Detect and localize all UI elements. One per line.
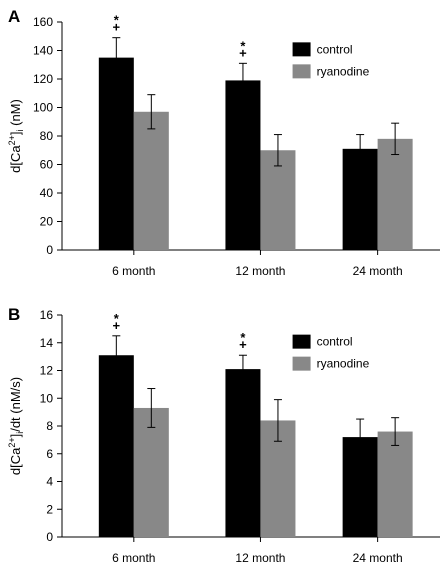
bar-control	[98, 57, 134, 250]
y-axis-title-part: (nM)	[8, 99, 23, 129]
y-axis-title-part: d[Ca	[8, 447, 23, 475]
significance-plus: +	[239, 45, 247, 60]
x-tick-label: 12 month	[235, 551, 285, 562]
y-tick-label: 14	[40, 336, 54, 350]
y-tick-label: 6	[46, 447, 53, 461]
bar-ryanodine	[133, 407, 169, 537]
significance-plus: +	[113, 20, 121, 35]
x-tick-label: 12 month	[235, 264, 285, 278]
bar-ryanodine	[260, 150, 296, 250]
bar-control	[98, 355, 134, 537]
significance-plus: +	[239, 337, 247, 352]
legend-swatch-control	[292, 42, 311, 57]
legend-label-ryanodine: ryanodine	[317, 64, 370, 78]
y-tick-label: 60	[40, 158, 54, 172]
y-tick-label: 140	[33, 44, 53, 58]
bar-control	[225, 369, 261, 537]
bar-ryanodine	[377, 431, 413, 537]
y-axis-title-part: ]	[8, 434, 23, 438]
y-axis-title: d[Ca2+]i (nM)	[7, 99, 25, 173]
y-axis-title-part: i	[15, 432, 25, 434]
bar-ryanodine	[377, 138, 413, 250]
legend-label-ryanodine: ryanodine	[317, 357, 370, 371]
y-axis-title-part: 2+	[7, 135, 17, 145]
y-tick-label: 2	[46, 502, 53, 516]
x-tick-label: 6 month	[112, 264, 155, 278]
bar-control	[225, 80, 261, 250]
x-tick-label: 24 month	[353, 264, 403, 278]
y-tick-label: 160	[33, 15, 53, 29]
significance-star: *	[240, 330, 246, 345]
y-tick-label: 100	[33, 101, 53, 115]
y-tick-label: 0	[46, 243, 53, 257]
y-tick-label: 40	[40, 186, 54, 200]
legend-swatch-ryanodine	[292, 64, 311, 79]
y-tick-label: 120	[33, 72, 53, 86]
bar-control	[342, 148, 378, 250]
legend-swatch-ryanodine	[292, 356, 311, 371]
x-tick-label: 6 month	[112, 551, 155, 562]
y-tick-label: 80	[40, 129, 54, 143]
y-tick-label: 10	[40, 391, 54, 405]
significance-star: *	[240, 38, 246, 53]
y-tick-label: 8	[46, 419, 53, 433]
y-axis-title-part: ]	[8, 131, 23, 135]
y-tick-label: 0	[46, 530, 53, 544]
y-tick-label: 4	[46, 475, 53, 489]
panel-letter: A	[8, 7, 20, 26]
y-axis-title-part: 2+	[7, 437, 17, 447]
significance-star: *	[114, 13, 120, 28]
x-tick-label: 24 month	[353, 551, 403, 562]
y-axis-title-part: d[Ca	[8, 145, 23, 173]
significance-plus: +	[113, 318, 121, 333]
y-tick-label: 16	[40, 308, 54, 322]
legend-label-control: control	[317, 335, 353, 349]
y-axis-title: d[Ca2+]i/dt (nM/s)	[7, 377, 25, 475]
y-tick-label: 20	[40, 215, 54, 229]
significance-star: *	[114, 311, 120, 326]
bar-ryanodine	[133, 111, 169, 251]
legend-label-control: control	[317, 42, 353, 56]
chart-panel-a: A 0 20 40 60 80 100 120 140 160 6 month 12 month 24 …	[7, 7, 440, 278]
y-axis-title-part: /dt (nM/s)	[8, 377, 23, 432]
y-tick-label: 12	[40, 364, 54, 378]
legend-swatch-control	[292, 334, 311, 349]
panel-letter: B	[8, 305, 20, 324]
y-axis-title-part: i	[15, 129, 25, 131]
